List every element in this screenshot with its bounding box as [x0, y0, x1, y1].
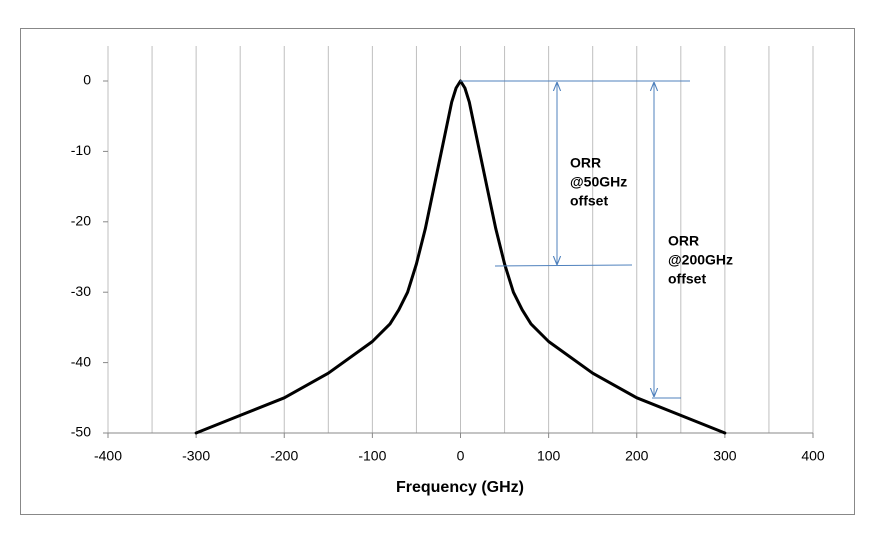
- ref-line: [494, 264, 633, 267]
- annotation-50: ORR @50GHz offset: [460, 80, 690, 267]
- x-tick-label: 100: [537, 448, 561, 464]
- y-tick-label: 0: [83, 72, 91, 88]
- annotation-text: offset: [570, 193, 608, 209]
- grid: [103, 46, 814, 438]
- annotation-text: offset: [668, 271, 706, 287]
- annotation-text: ORR: [668, 233, 699, 249]
- y-tick-label: -50: [71, 424, 91, 440]
- x-tick-label: 300: [713, 448, 737, 464]
- y-tick-label: -40: [71, 353, 91, 369]
- x-tick-label: -100: [358, 448, 386, 464]
- annotation-text: @200GHz: [668, 252, 733, 268]
- x-tick-label: -400: [94, 448, 122, 464]
- x-tick-label: 0: [457, 448, 465, 464]
- x-tick-label: 400: [801, 448, 825, 464]
- annotation-200: ORR @200GHz offset: [652, 82, 733, 399]
- x-axis-label: Frequency (GHz): [396, 479, 524, 496]
- y-tick-label: -20: [71, 213, 91, 229]
- x-tick-label: -300: [182, 448, 210, 464]
- chart-frame: [20, 28, 855, 515]
- annotation-text: @50GHz: [570, 174, 627, 190]
- x-tick-label: 200: [625, 448, 649, 464]
- x-tick-label: -200: [270, 448, 298, 464]
- y-tick-label: -30: [71, 283, 91, 299]
- annotation-text: ORR: [570, 155, 601, 171]
- y-tick-label: -10: [71, 142, 91, 158]
